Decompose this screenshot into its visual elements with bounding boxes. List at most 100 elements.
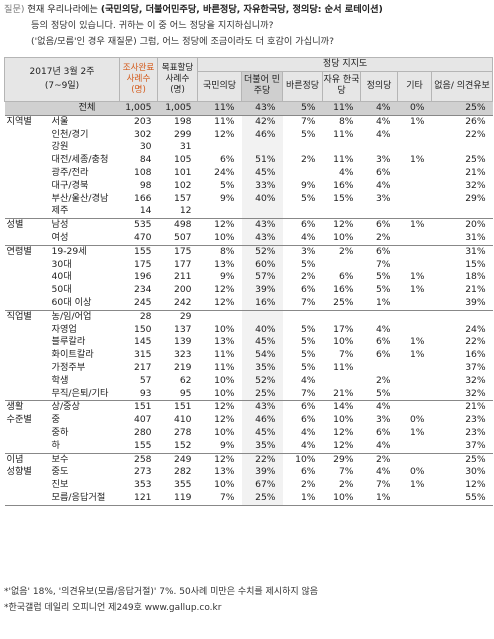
percent-cell: 55% xyxy=(431,491,493,506)
party-header: 정의당 xyxy=(360,70,399,102)
row-label: 남성 xyxy=(48,218,120,232)
percent-cell: 16% xyxy=(333,179,354,191)
percent-cell: 40% xyxy=(241,192,283,206)
percent-cell xyxy=(398,440,432,453)
footnotes: *'없음' 18%, '의견유보(모름/응답거절)' 7%. 50사례 미만은 … xyxy=(4,584,318,616)
group-label xyxy=(5,324,49,337)
percent-cell xyxy=(241,141,283,155)
percent-cell: 20% xyxy=(431,218,493,232)
percent-cell xyxy=(323,259,361,272)
table-row: 제주 14 12 xyxy=(5,205,493,219)
weighted-count-cell: 139 xyxy=(173,336,192,348)
percent-cell: 32% xyxy=(465,387,486,399)
question-line-2: 등의 정당이 있습니다. 귀하는 이 중 어느 정당을 지지하십니까? xyxy=(31,20,274,31)
percent-cell: 12% xyxy=(214,296,235,308)
party-header: 기타 xyxy=(397,70,433,102)
percent-cell xyxy=(398,362,432,375)
percent-cell: 6% xyxy=(300,414,316,426)
percent-cell xyxy=(283,167,323,180)
percent-cell: 5% xyxy=(300,128,316,140)
table-row: 60대 이상 245 242 12% 16% 7% 25% 1% 39% xyxy=(5,296,493,311)
percent-cell: 6% xyxy=(282,400,323,415)
weighted-count-cell: 278 xyxy=(173,426,192,438)
survey-count-cell: 302 xyxy=(133,128,152,140)
table-row: 강원 30 31 xyxy=(5,141,493,155)
percent-cell: 46% xyxy=(241,128,283,142)
percent-cell: 7% xyxy=(375,258,391,270)
weighted-count-cell: 177 xyxy=(173,258,192,270)
group-label xyxy=(5,167,49,180)
survey-count-cell: 1,005 xyxy=(119,101,158,116)
percent-cell: 10% xyxy=(214,426,235,438)
group-label xyxy=(5,271,49,284)
row-label: 하 xyxy=(51,439,60,451)
row-label: 중 xyxy=(51,414,60,426)
survey-count-cell: 535 xyxy=(119,218,158,232)
table-row: 생활 상/중상 151 151 12% 43% 6% 14% 4% 21% xyxy=(4,400,493,415)
percent-cell: 5% xyxy=(375,284,391,296)
question-line-1: 질문) 현재 우리나라에는 (국민의당, 더불어민주당, 바른정당, 자유한국당… xyxy=(4,2,492,18)
percent-cell xyxy=(283,205,323,218)
percent-cell: 21% xyxy=(465,166,486,178)
group-label xyxy=(5,388,49,401)
percent-cell: 5% xyxy=(375,271,391,283)
percent-cell: 25% xyxy=(241,491,283,506)
percent-cell: 10% xyxy=(214,387,235,399)
percent-cell: 10% xyxy=(322,491,361,506)
survey-count-cell: 166 xyxy=(133,192,152,204)
percent-cell xyxy=(198,205,242,218)
percent-cell: 11% xyxy=(333,361,354,373)
row-label: 상/중상 xyxy=(48,400,120,415)
percent-cell xyxy=(323,375,361,388)
percent-cell: 26% xyxy=(431,114,493,129)
row-label: 무직/은퇴/기타 xyxy=(51,387,109,399)
percent-cell: 24% xyxy=(214,166,235,178)
percent-cell: 54% xyxy=(241,349,283,362)
percent-cell xyxy=(398,375,432,388)
percent-cell: 57% xyxy=(241,271,283,285)
percent-cell: 2% xyxy=(322,244,361,259)
row-label: 전체 xyxy=(48,101,120,116)
group-label: 수준별 xyxy=(5,414,49,427)
percent-cell: 0% xyxy=(409,466,425,478)
survey-count-cell: 407 xyxy=(133,414,152,426)
question-block: 질문) 현재 우리나라에는 (국민의당, 더불어민주당, 바른정당, 자유한국당… xyxy=(4,2,492,50)
row-label: 보수 xyxy=(48,452,120,467)
percent-cell: 2% xyxy=(300,271,316,283)
percent-cell: 1% xyxy=(360,491,398,506)
percent-cell xyxy=(397,400,432,415)
weighted-count-cell: 200 xyxy=(173,284,192,296)
group-label: 지역별 xyxy=(4,114,49,129)
survey-count-cell: 470 xyxy=(133,231,152,243)
percent-cell: 10% xyxy=(214,323,235,335)
row-label: 진보 xyxy=(51,479,69,491)
percent-cell: 2% xyxy=(300,154,316,166)
percent-cell: 4% xyxy=(300,426,316,438)
group-label xyxy=(5,349,49,362)
percent-cell: 12% xyxy=(465,479,486,491)
survey-count-cell: 14 xyxy=(139,205,152,217)
survey-count-cell: 245 xyxy=(133,296,152,308)
row-label: 30대 xyxy=(51,258,72,270)
percent-cell: 4% xyxy=(375,323,391,335)
percent-cell: 16% xyxy=(241,296,283,311)
group-label: 생활 xyxy=(4,400,49,415)
table-row: 모름/응답거절 121 119 7% 25% 1% 10% 1% 55% xyxy=(4,491,493,506)
percent-cell: 52% xyxy=(241,244,283,259)
table-row: 지역별 서울 203 198 11% 42% 7% 8% 4% 1% 26% xyxy=(4,114,493,129)
table-row: 이념 보수 258 249 12% 22% 10% 29% 2% 25% xyxy=(4,452,493,467)
percent-cell: 1% xyxy=(397,114,432,129)
group-label-word: 이념 xyxy=(6,453,24,465)
percent-cell xyxy=(398,259,432,272)
percent-cell: 1% xyxy=(409,154,425,166)
group-label xyxy=(4,101,49,116)
percent-cell: 4% xyxy=(300,231,316,243)
percent-cell: 33% xyxy=(241,179,283,193)
group-label xyxy=(5,479,49,492)
percent-cell: 12% xyxy=(333,439,354,451)
percent-cell: 10% xyxy=(333,231,354,243)
percent-cell: 7% xyxy=(375,479,391,491)
survey-count-cell: 108 xyxy=(133,166,152,178)
weighted-count-cell: 242 xyxy=(173,296,192,308)
table-row: 블루칼라 145 139 13% 45% 5% 10% 6% 1% 22% xyxy=(5,336,493,350)
